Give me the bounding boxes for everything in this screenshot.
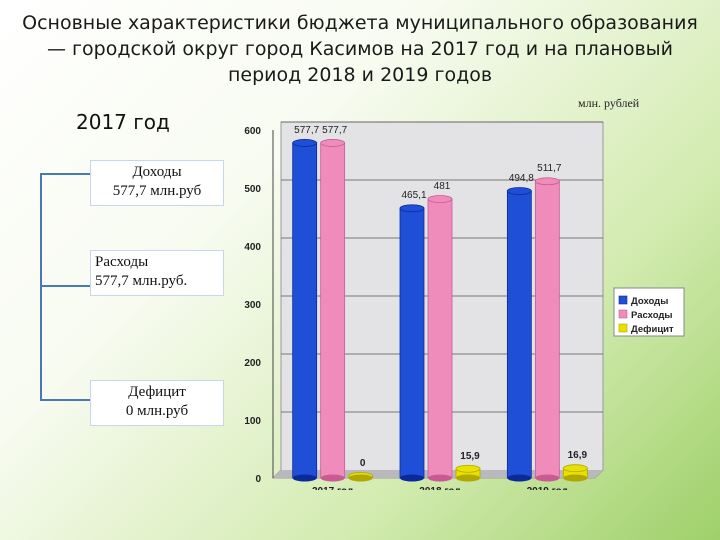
y-tick-label: 100: [244, 416, 261, 427]
y-tick-label: 200: [244, 358, 261, 369]
expense-box-title: Расходы: [95, 254, 149, 270]
bar-base: [320, 474, 345, 482]
bar-top: [562, 464, 588, 473]
bracket-tick-expense: [40, 285, 90, 287]
y-tick-label: 500: [244, 184, 261, 195]
expense-box: Расходы 577,7 млн.руб.: [90, 250, 224, 296]
data-label: 481: [434, 181, 451, 192]
bar-base: [563, 474, 588, 482]
bar-base: [348, 474, 373, 482]
y-tick-label: 0: [255, 474, 261, 485]
income-box: Доходы 577,7 млн.руб: [90, 160, 224, 206]
bar-base: [428, 474, 452, 482]
bar-top: [534, 177, 560, 186]
legend-label: Расходы: [631, 310, 673, 321]
bracket-line: [40, 173, 42, 401]
data-label: 16,9: [568, 450, 588, 461]
legend-swatch: [618, 323, 628, 333]
bar: [506, 190, 532, 479]
bar-base: [292, 474, 317, 482]
expense-box-value: 577,7 млн.руб.: [95, 273, 188, 289]
year-label: 2017 год: [76, 110, 170, 134]
bar-top: [292, 139, 318, 147]
x-tick-label: 2017 год: [312, 486, 354, 490]
bar-top: [320, 139, 346, 147]
legend-swatch: [618, 309, 628, 319]
bar: [427, 198, 453, 479]
data-label: 465,1: [401, 190, 426, 201]
deficit-box-value: 0 млн.руб: [125, 403, 189, 419]
bar: [534, 180, 560, 479]
data-label: 511,7: [537, 163, 562, 174]
bar-base: [456, 474, 480, 482]
income-box-value: 577,7 млн.руб: [112, 183, 202, 199]
bar: [320, 142, 346, 479]
y-tick-label: 300: [244, 300, 261, 311]
bracket-tick-income: [40, 173, 90, 175]
bar-base: [400, 474, 424, 482]
deficit-box: Дефицит 0 млн.руб: [90, 380, 224, 426]
bar-top: [427, 195, 453, 203]
data-label: 15,9: [460, 451, 480, 462]
data-label: 577,7: [294, 125, 319, 136]
deficit-box-title: Дефицит: [128, 384, 186, 400]
x-tick-label: 2018 год: [419, 486, 461, 490]
data-label: 494,8: [509, 173, 534, 184]
legend-label: Доходы: [631, 296, 668, 307]
bar-top: [399, 204, 425, 213]
bar-base: [535, 474, 560, 482]
x-tick-label: 2019 год: [527, 486, 569, 490]
legend-label: Дефицит: [631, 324, 674, 335]
page-title: Основные характеристики бюджета муниципа…: [22, 12, 698, 86]
bar: [399, 207, 425, 479]
bracket-tick-deficit: [40, 399, 90, 401]
bar-top: [455, 464, 481, 473]
bar-top: [506, 187, 532, 195]
y-tick-label: 600: [244, 126, 261, 137]
legend-swatch: [618, 295, 628, 305]
y-tick-label: 400: [244, 242, 261, 253]
unit-label: млн. рублей: [578, 96, 640, 110]
bar-base: [507, 474, 532, 482]
data-label: 0: [360, 458, 366, 469]
bar: [292, 142, 318, 479]
data-label: 577,7: [322, 125, 347, 136]
income-box-title: Доходы: [132, 164, 182, 180]
